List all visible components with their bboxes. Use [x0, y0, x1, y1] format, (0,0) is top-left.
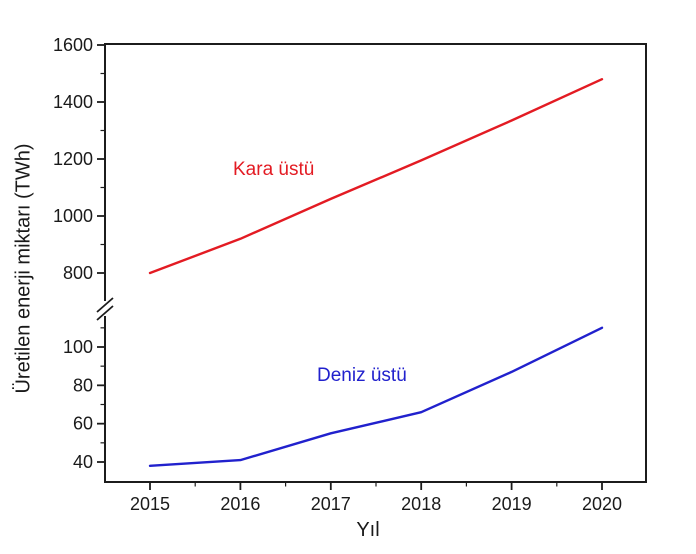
- tick-label: 2016: [220, 494, 260, 514]
- axis-break-slash: [96, 305, 114, 321]
- series-line-0: [148, 77, 604, 275]
- tick-label: 2017: [311, 494, 351, 514]
- series-label-deniz-ustu: Deniz üstü: [317, 365, 407, 386]
- tick-label: 60: [73, 414, 93, 434]
- series-line-1: [148, 326, 604, 467]
- tick-label: 1200: [53, 149, 93, 169]
- tick-label: 1600: [53, 35, 93, 55]
- tick-label: 40: [73, 452, 93, 472]
- tick-label: 2020: [582, 494, 622, 514]
- tick-label: 2015: [130, 494, 170, 514]
- tick-label: 2019: [492, 494, 532, 514]
- tick-label: 800: [63, 263, 93, 283]
- tick-label: 2018: [401, 494, 441, 514]
- x-axis-title: Yıl: [356, 519, 380, 541]
- tick-label: 80: [73, 375, 93, 395]
- series-label-kara-ustu: Kara üstü: [233, 159, 315, 180]
- axis-break-gap: [102, 301, 108, 316]
- plot-frame: [104, 43, 647, 483]
- tick-label: 100: [63, 337, 93, 357]
- tick-label: 1400: [53, 92, 93, 112]
- axis-break-slash: [96, 297, 114, 313]
- tick-label: 1000: [53, 206, 93, 226]
- y-axis-title: Üretilen enerji miktarı (TWh): [12, 143, 35, 394]
